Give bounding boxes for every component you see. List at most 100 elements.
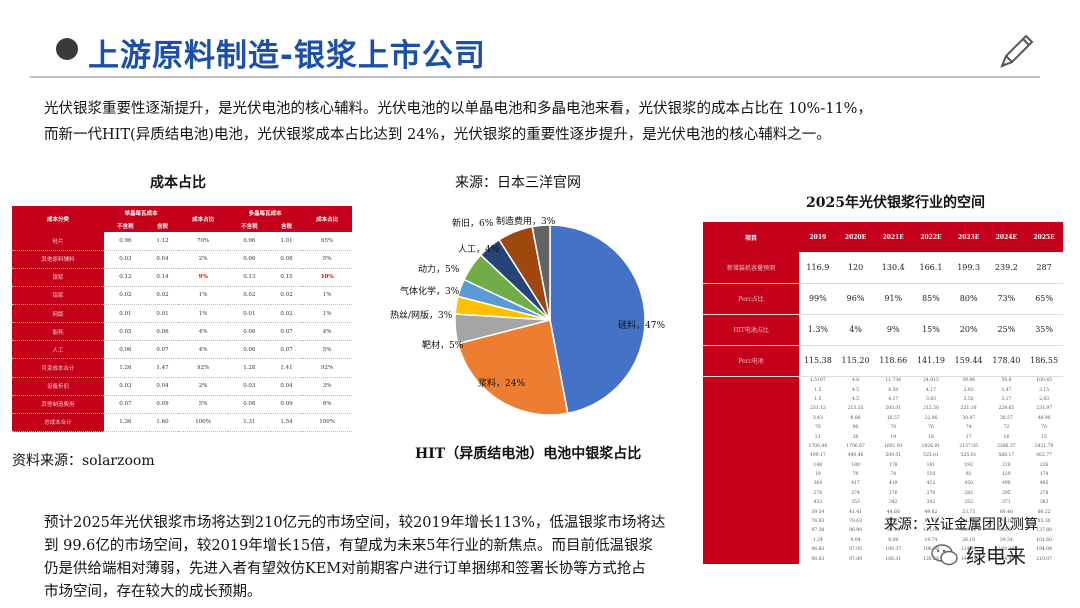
table-cell: 4.5: [851, 396, 860, 402]
table-cell: 35%: [1025, 314, 1063, 346]
table-cell: 1.47: [156, 364, 169, 371]
table-cell: 210.07: [1036, 556, 1052, 562]
header-cell: 含税: [146, 219, 179, 232]
title-divider: [30, 76, 1040, 78]
intro-line: 光伏银浆重要性逐渐提升，是光伏电池的核心辅料。光伏电池的以单晶电池和多晶电池来看…: [44, 101, 872, 117]
table-cell: 239.2: [987, 252, 1026, 284]
table-cell: 0.08: [243, 401, 256, 408]
header-cell: 2024E: [987, 222, 1026, 252]
table-cell: 2137.05: [959, 443, 978, 449]
table-cell: 106.31: [885, 556, 902, 562]
row-label: [703, 376, 799, 386]
table-cell: 76: [928, 425, 934, 431]
header-cell: 含税: [270, 219, 303, 232]
table-cell: 0.06: [243, 256, 256, 263]
table-cell: 4.04: [850, 537, 861, 543]
table-cell: 525.01: [960, 453, 977, 459]
table-row: 铝浆 0.02 0.02 1% 0.02 0.02 1%: [12, 286, 352, 305]
table-row: 148 180 178 181 192 210 226: [703, 460, 1063, 470]
table-cell: 78: [814, 425, 821, 431]
table-row: 364 417 419 412 450 498 495: [703, 479, 1063, 489]
row-label: [703, 507, 799, 517]
table-row: 新增装机容量预测 116.9 120 130.4 166.1 199.3 239.2 287: [703, 252, 1063, 284]
table-cell: 11.736: [885, 378, 902, 384]
row-label: 其他原料辅料: [12, 250, 104, 269]
table-cell: 166.1: [912, 252, 950, 284]
table-cell: 0.07: [119, 401, 132, 408]
table-cell: 342: [888, 500, 898, 506]
chart-source: 来源：日本三洋官网: [455, 175, 581, 191]
table-cell: 186.55: [1025, 345, 1063, 377]
table-row: 98.63 97.89 106.31 128.68 144.14 184.45 210.07: [703, 554, 1063, 564]
table-cell: 0.05: [119, 328, 132, 335]
table-cell: 295: [1002, 490, 1011, 496]
table-cell: 1.24: [812, 537, 823, 543]
table-cell: 2%: [198, 256, 208, 263]
table-cell: 496.46: [847, 453, 864, 459]
right-table-caption: 2025年光伏银浆行业的空间: [806, 195, 985, 211]
table-cell: 0.07: [156, 346, 169, 353]
row-label: 网版: [12, 304, 104, 323]
table-cell: 76.83: [811, 519, 825, 525]
row-label: 铝浆: [12, 286, 104, 305]
table-cell: 0.08: [280, 256, 293, 263]
table-row: 231.12 213.35 205.31 212.50 221.10 229.65 231.…: [703, 404, 1063, 414]
table-cell: 15: [1041, 434, 1047, 440]
table-cell: 1.5: [814, 396, 822, 402]
market-space-table: 项目 2019 2020E 2021E 2022E 2023E 2024E 2025E 新增装…: [703, 222, 1063, 564]
table-cell: 99%: [799, 283, 837, 315]
table-cell: 72: [1003, 425, 1010, 431]
pie-slice-label: 制造费用，3%: [496, 215, 556, 227]
table-cell: 1.5187: [809, 378, 826, 384]
table-cell: 70%: [197, 237, 210, 244]
table-cell: 137.88: [1036, 528, 1052, 534]
pie-slice: [457, 319, 569, 416]
table-cell: 5%: [322, 346, 332, 353]
table-cell: 450: [964, 481, 973, 487]
table-cell: 1.54: [280, 419, 293, 426]
title-bullet: [56, 38, 78, 60]
table-cell: 74: [890, 472, 897, 478]
table-cell: 180: [851, 462, 860, 468]
table-cell: 229.65: [998, 406, 1015, 412]
table-cell: 1.41: [280, 364, 293, 371]
table-cell: 41.41: [849, 509, 862, 515]
table-cell: 3.47: [1001, 387, 1012, 393]
header-cell: 不含税: [104, 219, 147, 232]
row-label: 人工: [12, 340, 104, 359]
bottom-line: 预计2025年光伏银浆市场将达到210亿元的市场空间，较2019年增长113%，…: [44, 515, 666, 531]
intro-paragraph: 光伏银浆重要性逐渐提升，是光伏电池的核心辅料。光伏电池的以单晶电池和多晶电池来看…: [44, 96, 1044, 148]
table-row: 人工 0.06 0.07 4% 0.06 0.07 5%: [12, 340, 352, 359]
table-cell: 86.58: [924, 519, 938, 525]
table-cell: 1.5: [814, 387, 822, 393]
table-cell: 194.08: [1036, 547, 1052, 553]
table-row: 其他原料辅料 0.03 0.04 2% 0.06 0.08 5%: [12, 250, 352, 269]
table-cell: 1.26: [119, 364, 132, 371]
table-row: 96.83 97.05 100.37 108.68 124.89 168.26 194.08: [703, 545, 1063, 555]
table-row: 设备折旧 0.03 0.04 2% 0.03 0.04 3%: [12, 377, 352, 396]
row-label: [703, 479, 799, 489]
header-cell: 2022E: [912, 222, 950, 252]
table-cell: 1.60: [156, 419, 169, 426]
table-cell: 0.12: [119, 274, 132, 281]
table-cell: 39.86: [962, 378, 976, 384]
pie-slice-label: 动力，5%: [418, 263, 460, 275]
table-cell: 4%: [322, 328, 332, 335]
row-label: 可变成本合计: [12, 358, 104, 377]
table-cell: 124.89: [960, 547, 977, 553]
table-cell: 0.03: [119, 256, 132, 263]
table-cell: 1.31: [243, 419, 256, 426]
table-cell: 30.47: [962, 415, 976, 421]
table-cell: 221.10: [960, 406, 977, 412]
header-cell: 成本占比: [178, 206, 228, 232]
table-cell: 602.77: [1036, 453, 1052, 459]
table-cell: 78: [890, 425, 897, 431]
table-cell: 79: [852, 472, 859, 478]
table-cell: 178: [888, 462, 898, 468]
table-cell: 0.15: [280, 274, 293, 281]
table-cell: 342: [926, 500, 936, 506]
table-cell: 100.45: [1036, 378, 1052, 384]
table-cell: 5%: [322, 256, 332, 263]
table-cell: 9%: [198, 274, 208, 281]
table-cell: 499.17: [809, 453, 826, 459]
